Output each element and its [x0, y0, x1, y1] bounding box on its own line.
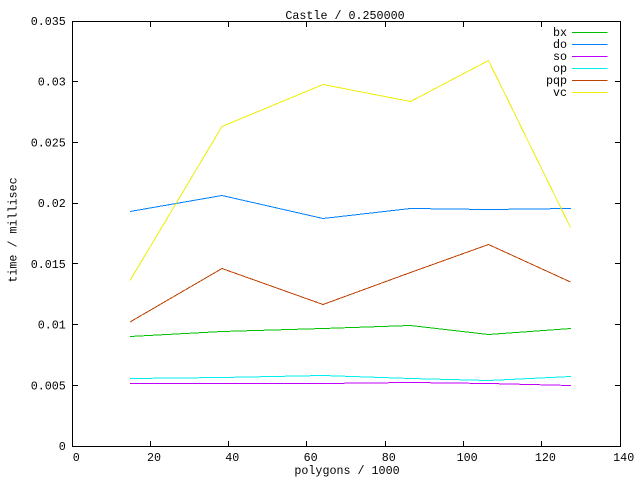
svg-text:0.01: 0.01	[38, 319, 66, 333]
svg-text:0.025: 0.025	[31, 136, 66, 150]
svg-text:0.02: 0.02	[38, 197, 66, 211]
svg-text:pqp: pqp	[546, 74, 567, 88]
svg-text:op: op	[553, 62, 567, 76]
svg-text:0.015: 0.015	[31, 258, 66, 272]
svg-text:100: 100	[457, 451, 478, 465]
svg-text:120: 120	[535, 451, 556, 465]
svg-text:0.005: 0.005	[31, 379, 66, 393]
svg-text:do: do	[553, 38, 567, 52]
svg-text:0.03: 0.03	[38, 76, 66, 90]
svg-text:140: 140	[613, 451, 634, 465]
svg-text:time / millisec: time / millisec	[7, 177, 21, 282]
svg-text:so: so	[553, 50, 567, 64]
svg-text:bx: bx	[553, 26, 567, 40]
svg-text:60: 60	[304, 451, 318, 465]
svg-text:polygons / 1000: polygons / 1000	[294, 464, 399, 478]
svg-text:Castle / 0.250000: Castle / 0.250000	[285, 9, 404, 23]
svg-text:0: 0	[59, 440, 66, 454]
svg-text:40: 40	[225, 451, 239, 465]
svg-text:vc: vc	[553, 86, 567, 100]
svg-text:80: 80	[382, 451, 396, 465]
svg-text:0.035: 0.035	[31, 15, 66, 29]
svg-text:0: 0	[73, 451, 80, 465]
svg-text:20: 20	[147, 451, 161, 465]
